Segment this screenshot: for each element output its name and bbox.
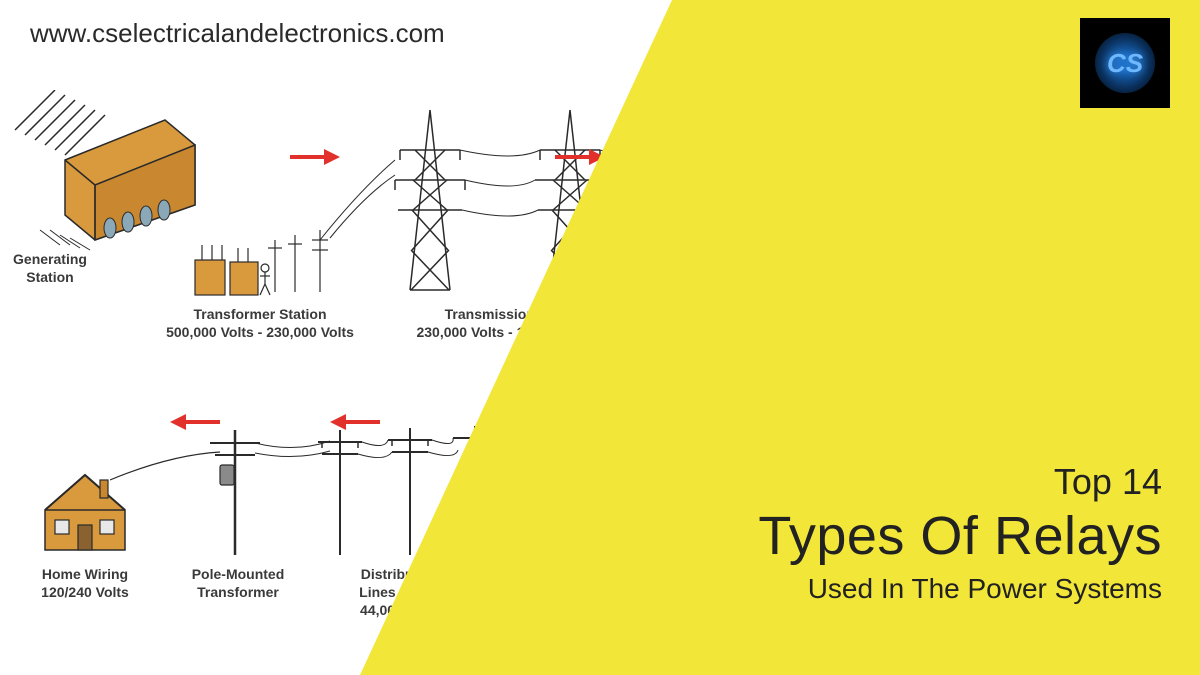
logo-inner: CS: [1095, 33, 1155, 93]
title-block: Top 14 Types Of Relays Used In The Power…: [758, 461, 1162, 605]
flow-arrow-left-icon: [170, 415, 220, 429]
title-top: Top 14: [758, 461, 1162, 503]
label-pole-transformer: Pole-Mounted Transformer: [178, 565, 298, 601]
flow-arrow-right-icon: [290, 150, 340, 164]
wire-house-pole: [110, 450, 230, 490]
wire-pole-distribution: [255, 435, 335, 465]
logo-box: CS: [1080, 18, 1170, 108]
label-home-wiring: Home Wiring 120/240 Volts: [25, 565, 145, 601]
generating-station-icon: [10, 90, 210, 260]
logo-text: CS: [1107, 48, 1143, 79]
connecting-wires-top: [200, 110, 400, 250]
website-url: www.cselectricalandelectronics.com: [30, 18, 445, 49]
flow-arrow-left-icon: [330, 415, 380, 429]
title-main: Types Of Relays: [758, 505, 1162, 567]
label-transformer-station: Transformer Station 500,000 Volts - 230,…: [145, 305, 375, 341]
title-bottom: Used In The Power Systems: [758, 573, 1162, 605]
label-generating-station: Generating Station: [5, 250, 95, 286]
